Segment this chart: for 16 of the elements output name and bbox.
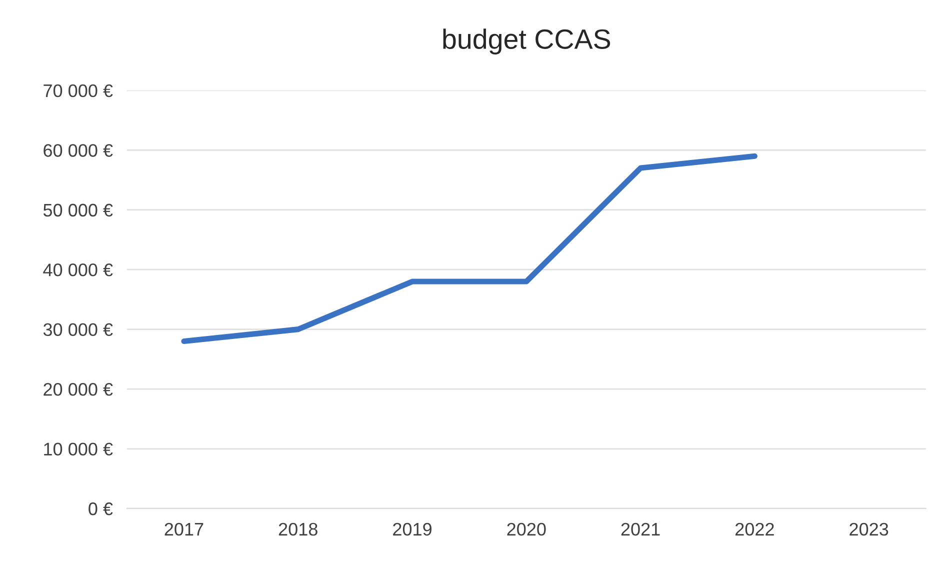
y-tick-label: 40 000 € [43,264,113,276]
y-tick-label: 10 000 € [44,442,113,456]
x-tick-label: 2021 [621,522,660,536]
y-tick-label: 50 000 € [43,204,113,217]
chart-title: budget CCAS [443,28,610,54]
x-tick-label: 2023 [850,522,888,536]
x-tick-label: 2019 [393,522,432,536]
x-tick-label: 2020 [507,522,546,536]
y-tick-label: 20 000 € [44,382,113,396]
y-tick-label: 0 € [88,502,113,516]
x-tick-label: 2018 [278,522,318,536]
y-tick-label: 60 000 € [44,144,113,157]
y-tick-label: 70 000 € [44,84,113,98]
x-tick-label: 2017 [164,522,204,536]
y-tick-label: 30 000 € [43,323,113,336]
x-tick-label: 2022 [736,522,774,536]
